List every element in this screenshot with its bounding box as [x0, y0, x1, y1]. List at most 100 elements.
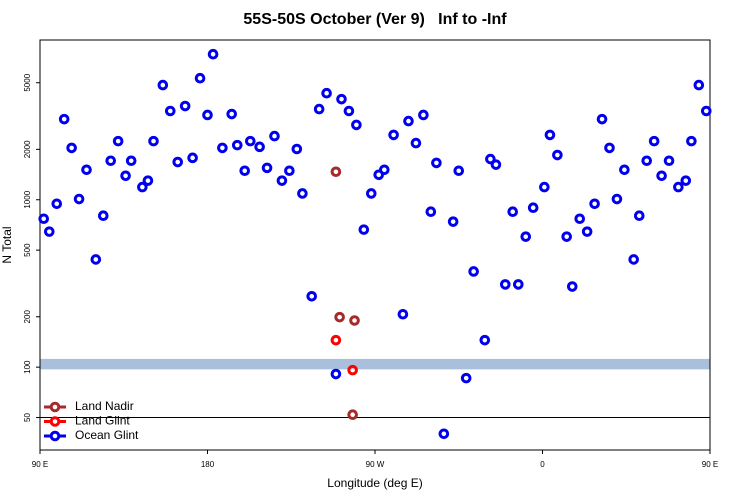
legend-label: Ocean Glint [75, 428, 139, 442]
point [239, 165, 251, 177]
point [321, 87, 332, 99]
y-tick-label: 50 [23, 413, 32, 422]
point [686, 135, 697, 147]
point [693, 79, 705, 91]
point [51, 198, 63, 210]
point [349, 315, 360, 326]
point [297, 188, 308, 199]
point [566, 281, 578, 292]
chart-title: 55S-50S October (Ver 9) Inf to -Inf [243, 11, 507, 28]
y-tick-label: 500 [23, 243, 32, 257]
point [611, 193, 623, 205]
point [700, 105, 712, 117]
point [633, 210, 645, 222]
point [157, 79, 169, 91]
y-tick-label: 5000 [23, 73, 32, 91]
point [379, 164, 390, 176]
x-tick-label: 0 [540, 460, 545, 469]
x-tick-label: 90 E [702, 460, 718, 469]
x-tick-label: 180 [201, 460, 215, 469]
point [596, 113, 608, 125]
point [44, 226, 55, 237]
legend-marker [49, 430, 61, 442]
point [351, 119, 362, 131]
y-axis-label: N Total [0, 226, 14, 263]
point [334, 311, 345, 323]
point [403, 115, 414, 127]
point [358, 224, 370, 235]
point [453, 165, 465, 177]
point [656, 170, 667, 182]
point [306, 291, 318, 302]
point [397, 308, 409, 320]
y-tick-label: 200 [23, 310, 32, 324]
point [619, 164, 630, 176]
point [120, 170, 131, 182]
point [460, 372, 472, 384]
point [276, 175, 288, 186]
point [507, 206, 519, 218]
point [291, 143, 303, 155]
legend-marker [49, 401, 61, 413]
point [431, 157, 442, 169]
point [245, 135, 256, 147]
y-tick-label: 100 [23, 360, 32, 374]
point [66, 142, 77, 154]
point [261, 162, 273, 174]
legend-label: Land Glint [75, 414, 130, 428]
point [97, 210, 109, 222]
point [648, 135, 660, 147]
point [513, 279, 524, 290]
point [207, 48, 219, 60]
point [347, 409, 358, 421]
point [641, 155, 653, 167]
point [479, 334, 491, 346]
point [58, 113, 70, 125]
point [254, 141, 265, 153]
point [330, 334, 342, 346]
point [90, 254, 102, 265]
point [313, 103, 325, 115]
point [105, 155, 117, 167]
x-axis-label: Longitude (deg E) [327, 476, 422, 490]
point [604, 142, 615, 154]
point [447, 216, 459, 227]
point [202, 109, 213, 121]
point [544, 129, 556, 141]
point [137, 181, 148, 193]
point [499, 279, 511, 290]
point [673, 181, 684, 193]
point [438, 428, 450, 440]
point [425, 206, 437, 218]
band [40, 358, 710, 370]
y-tick-label: 2000 [23, 140, 32, 158]
point [520, 231, 532, 242]
point [172, 156, 184, 168]
point [226, 108, 237, 120]
point [628, 254, 639, 265]
point [330, 368, 342, 380]
point [388, 129, 399, 141]
point [125, 155, 137, 167]
legend-label: Land Nadir [75, 399, 134, 413]
point [418, 109, 429, 121]
point [284, 165, 295, 177]
x-tick-label: 90 E [32, 460, 48, 469]
point [343, 105, 355, 117]
point [148, 135, 159, 147]
y-tick-label: 1000 [23, 190, 32, 208]
point [194, 72, 206, 84]
point [539, 181, 550, 193]
point [73, 193, 85, 205]
point [112, 135, 124, 147]
point [81, 164, 92, 176]
point [179, 100, 191, 112]
legend-marker [49, 416, 61, 427]
point [336, 93, 347, 105]
point [527, 202, 539, 214]
point [581, 226, 593, 237]
point [330, 166, 342, 178]
point [410, 137, 422, 149]
